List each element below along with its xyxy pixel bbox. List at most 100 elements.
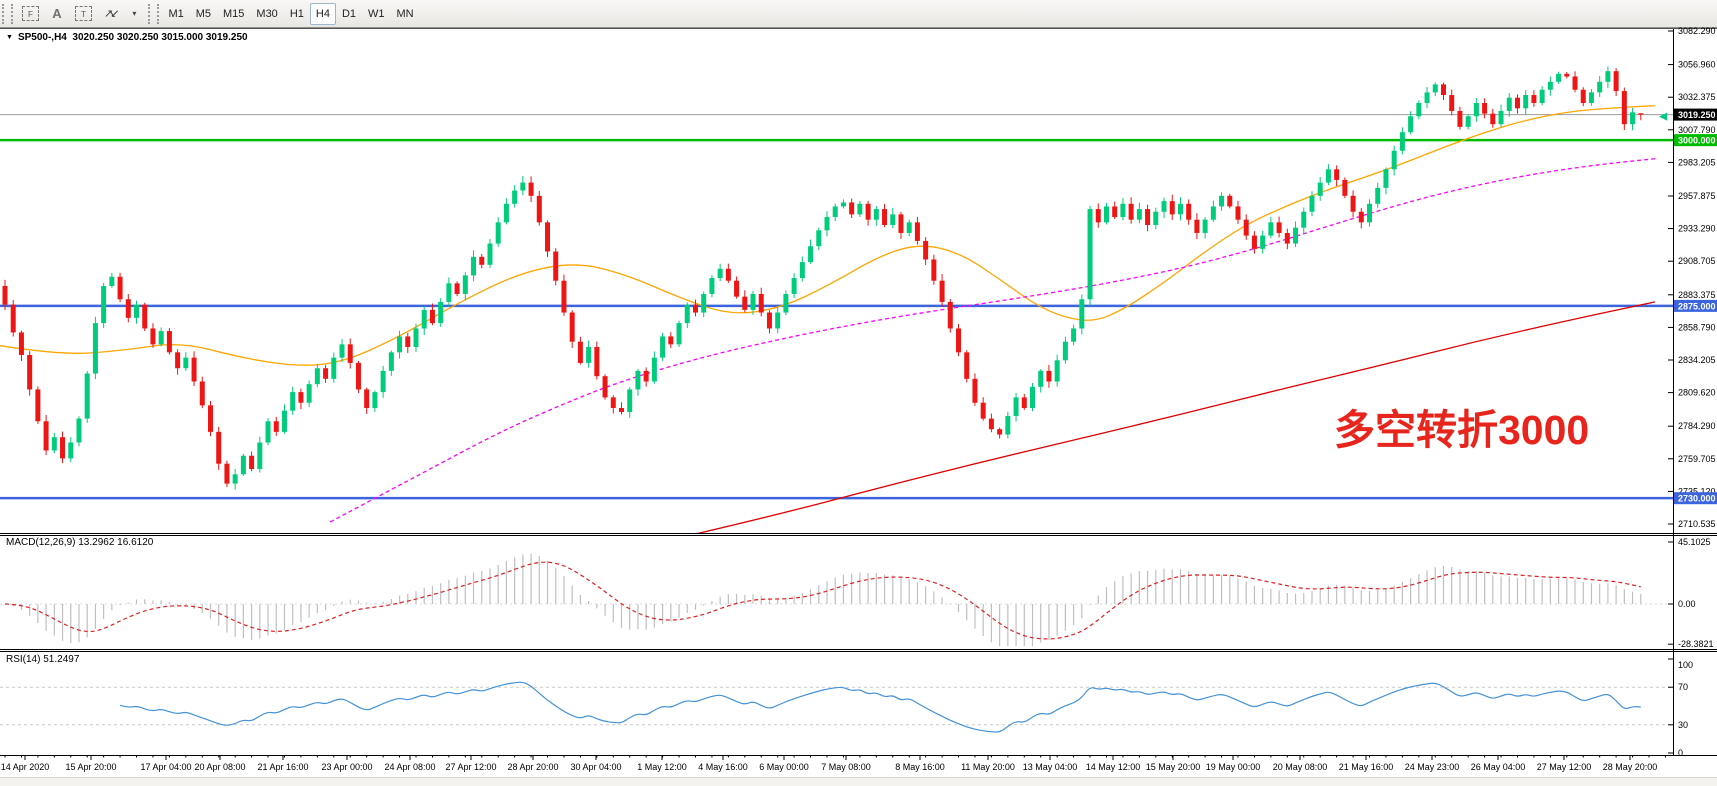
price-tick-label: 2858.790: [1678, 322, 1716, 332]
label-tool-icon: A: [52, 6, 62, 21]
svg-text:3000.000: 3000.000: [1678, 136, 1716, 146]
slow-ma-red-line: [696, 301, 1656, 533]
time-tick-label: 15 May 20:00: [1146, 762, 1201, 772]
toolbar-grip[interactable]: [2, 3, 13, 24]
timeframe-button-m1[interactable]: M1: [168, 7, 184, 20]
price-tick-label: 2983.205: [1678, 157, 1716, 167]
drawing-tools-group: F A T ↗↙ ▾: [16, 3, 146, 25]
time-axis[interactable]: 14 Apr 2020 15 Apr 20:00 17 Apr 04:00 20 Ap…: [1, 755, 1666, 773]
price-tick-label: 2735.120: [1678, 486, 1716, 496]
time-tick-label: 20 Apr 08:00: [194, 762, 245, 772]
timeframe-toolbar-grip[interactable]: [148, 3, 160, 24]
rsi-line: [119, 681, 1641, 733]
rsi-panel: [0, 681, 1673, 733]
rsi-tick-label: 30: [1678, 720, 1688, 730]
tools-dropdown-button[interactable]: ▾: [123, 3, 145, 25]
time-tick-label: 4 May 16:00: [698, 762, 748, 772]
macd-signal-line: [4, 561, 1641, 640]
last-price-marker-arrow: [1659, 112, 1667, 121]
macd-scale[interactable]: 45.1025 0.00 -28.3821: [1668, 537, 1714, 649]
time-tick-label: 28 Apr 20:00: [507, 762, 558, 772]
price-tick-label: 2809.620: [1678, 388, 1716, 398]
time-tick-label: 14 May 12:00: [1086, 762, 1141, 772]
price-tick-label: 2759.705: [1678, 454, 1716, 464]
macd-tick-label: 45.1025: [1678, 537, 1711, 547]
time-tick-label: 21 Apr 16:00: [257, 762, 308, 772]
time-tick-label: 24 Apr 08:00: [384, 762, 435, 772]
price-tick-label: 2908.705: [1678, 256, 1716, 266]
rsi-indicator-label: RSI(14) 51.2497: [6, 654, 80, 665]
time-tick-label: 1 May 12:00: [637, 762, 687, 772]
cursor-arrows-tool-icon: ↗↙: [104, 8, 120, 20]
macd-tick-label: -28.3821: [1678, 639, 1714, 649]
time-tick-label: 6 May 00:00: [759, 762, 809, 772]
timeframe-button-d1[interactable]: D1: [341, 7, 356, 20]
time-tick-label: 11 May 20:00: [961, 762, 1015, 772]
price-tick-label: 2883.375: [1678, 290, 1716, 300]
timeframe-button-m30[interactable]: M30: [256, 7, 278, 20]
macd-indicator-label: MACD(12,26,9) 13.2962 16.6120: [6, 537, 154, 548]
fibo-frame-tool-button[interactable]: F: [17, 3, 44, 25]
timeframe-button-m5[interactable]: M5: [195, 7, 211, 20]
window-bottom-strip: [0, 777, 1717, 786]
time-tick-label: 19 May 00:00: [1206, 762, 1261, 772]
time-tick-label: 30 Apr 04:00: [570, 762, 621, 772]
price-tick-label: 2784.290: [1678, 421, 1716, 431]
time-tick-label: 26 May 04:00: [1471, 762, 1526, 772]
price-tick-label: 3082.290: [1678, 26, 1716, 36]
rsi-tick-label: 0: [1678, 748, 1683, 758]
time-tick-label: 27 Apr 12:00: [445, 762, 496, 772]
price-tick-label: 2834.205: [1678, 355, 1716, 365]
tools-dropdown-icon: ▾: [132, 9, 137, 18]
cursor-arrows-tool-button[interactable]: ↗↙: [99, 3, 121, 25]
svg-text:2875.000: 2875.000: [1678, 301, 1716, 311]
ohlc-readout: SP500-,H4 3020.250 3020.250 3015.000 301…: [17, 32, 248, 43]
price-box-2730.000: [1674, 492, 1717, 505]
collapse-arrow-icon[interactable]: ▼: [6, 34, 13, 41]
main-price-panel: [0, 66, 1673, 533]
time-tick-label: 24 May 23:00: [1405, 762, 1460, 772]
label-tool-button[interactable]: A: [46, 3, 68, 25]
time-tick-label: 14 Apr 2020: [1, 762, 50, 772]
price-tick-label: 2933.290: [1678, 224, 1716, 234]
fibo-frame-tool-icon: F: [22, 6, 39, 21]
time-tick-label: 21 May 16:00: [1339, 762, 1394, 772]
rsi-tick-label: 100: [1678, 660, 1693, 670]
time-tick-label: 7 May 08:00: [821, 762, 871, 772]
time-tick-label: 28 May 20:00: [1603, 762, 1658, 772]
time-tick-label: 15 Apr 20:00: [65, 762, 116, 772]
rsi-scale[interactable]: 100 70 30 0: [1668, 658, 1693, 758]
timeframe-buttons-group: M1 M5 M15 M30 H1 H4 D1 W1 MN: [162, 2, 419, 25]
text-box-tool-icon: T: [75, 6, 92, 21]
timeframe-button-m15[interactable]: M15: [223, 7, 245, 20]
macd-tick-label: 0.00: [1678, 599, 1696, 609]
chart-annotation-text[interactable]: 多空转折3000: [1334, 407, 1590, 453]
svg-text:2730.000: 2730.000: [1678, 494, 1716, 504]
text-box-tool-button[interactable]: T: [70, 3, 97, 25]
timeframe-button-w1[interactable]: W1: [368, 7, 385, 20]
timeframe-button-h4[interactable]: H4: [309, 2, 336, 25]
candlestick-series: [2, 66, 1644, 490]
time-tick-label: 8 May 16:00: [895, 762, 945, 772]
time-tick-label: 20 May 08:00: [1273, 762, 1328, 772]
price-box-3000.000: [1674, 134, 1717, 147]
current-price-box: [1674, 108, 1717, 121]
price-tick-label: 2957.875: [1678, 191, 1716, 201]
timeframe-button-mn[interactable]: MN: [396, 7, 414, 20]
rsi-tick-label: 70: [1678, 682, 1688, 692]
price-tick-label: 2710.535: [1678, 519, 1716, 529]
chart-symbol-title[interactable]: ▼ SP500-,H4 3020.250 3020.250 3015.000 30…: [6, 32, 248, 43]
toolbar: F A T ↗↙ ▾ M1 M5 M15 M30 H1 H4 D1 W1 MN: [0, 0, 1717, 28]
price-tick-label: 3007.790: [1678, 125, 1716, 135]
price-tick-label: 3056.960: [1678, 60, 1716, 70]
time-tick-label: 23 Apr 00:00: [321, 762, 372, 772]
svg-text:3019.250: 3019.250: [1678, 110, 1716, 120]
time-tick-label: 27 May 12:00: [1537, 762, 1592, 772]
fast-ma-orange-line: [0, 104, 1656, 366]
time-tick-label: 13 May 04:00: [1023, 762, 1078, 772]
price-scale[interactable]: 3082.290 3056.960 3032.375 3007.790 2983.205…: [1659, 26, 1717, 529]
timeframe-button-h1[interactable]: H1: [289, 7, 304, 20]
macd-panel: [0, 553, 1673, 646]
